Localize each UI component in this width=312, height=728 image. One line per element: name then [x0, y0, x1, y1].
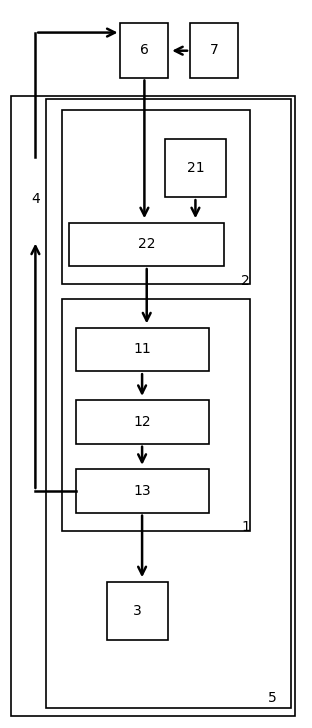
FancyBboxPatch shape	[46, 99, 290, 708]
Text: 11: 11	[133, 342, 151, 357]
Text: 21: 21	[187, 161, 204, 175]
FancyBboxPatch shape	[21, 157, 50, 241]
FancyBboxPatch shape	[165, 139, 226, 197]
FancyBboxPatch shape	[120, 23, 168, 78]
Text: 2: 2	[241, 274, 250, 288]
FancyBboxPatch shape	[76, 328, 208, 371]
FancyBboxPatch shape	[62, 298, 250, 531]
Text: 6: 6	[140, 44, 149, 58]
FancyBboxPatch shape	[11, 95, 295, 716]
Text: 22: 22	[138, 237, 155, 251]
Text: 5: 5	[268, 691, 276, 705]
FancyBboxPatch shape	[69, 223, 224, 266]
Text: 12: 12	[133, 415, 151, 429]
Text: 3: 3	[133, 604, 142, 617]
FancyBboxPatch shape	[106, 582, 168, 640]
FancyBboxPatch shape	[76, 469, 208, 513]
FancyBboxPatch shape	[190, 23, 238, 78]
FancyBboxPatch shape	[62, 110, 250, 284]
Text: 13: 13	[133, 484, 151, 498]
FancyBboxPatch shape	[76, 400, 208, 444]
Text: 4: 4	[31, 192, 40, 206]
Text: 1: 1	[241, 521, 250, 534]
Text: 7: 7	[210, 44, 218, 58]
